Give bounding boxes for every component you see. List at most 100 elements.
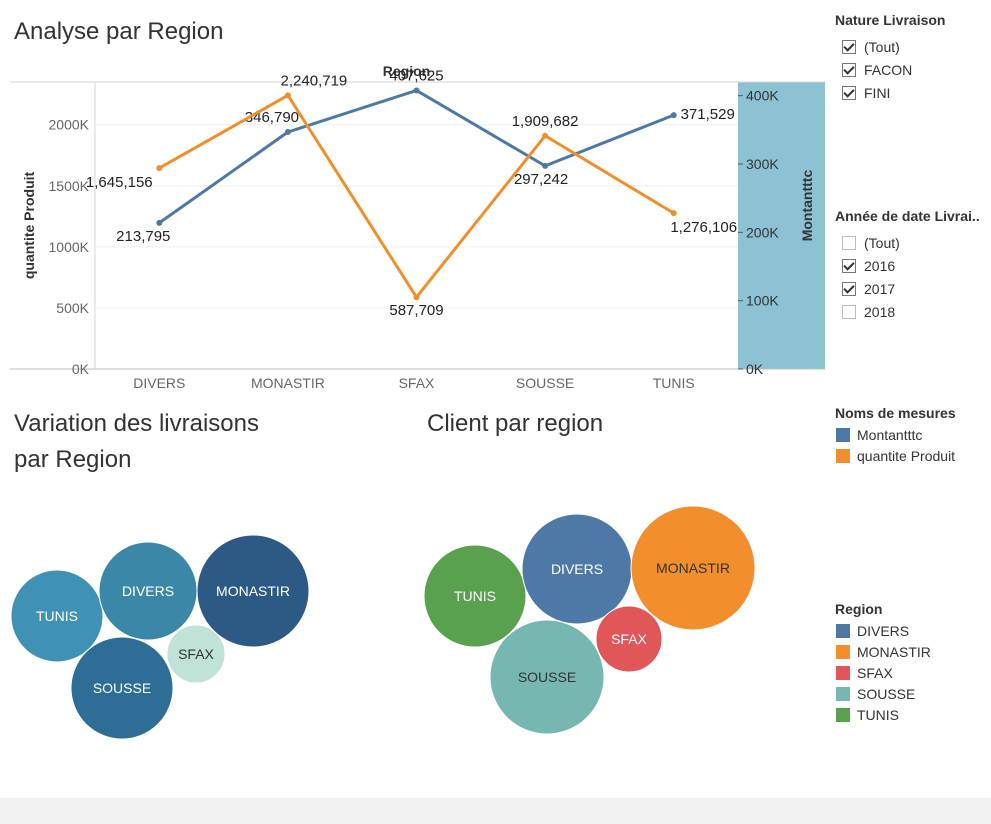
data-label: 346,790 [245,109,299,126]
data-point [542,132,549,139]
line-chart: 0K 500K 1000K 1500K 2000K 0K 100K 200K 300K 400K q… [10,63,825,391]
annee-filter-item[interactable]: 2017 [842,279,895,299]
checkbox-icon[interactable] [842,63,856,77]
checkbox-icon[interactable] [842,305,856,319]
legend-swatch [836,708,850,722]
legend-swatch [836,449,850,463]
checkbox-icon[interactable] [842,236,856,250]
footer-bar [0,798,991,824]
bubble-label: DIVERS [551,561,603,577]
legend-item-divers[interactable]: DIVERS [836,622,909,640]
annee-filter-label: 2018 [864,304,896,320]
legend-item-sousse[interactable]: SOUSSE [836,685,915,703]
category-label: SFAX [399,375,435,391]
legend-label: quantite Produit [857,448,956,464]
legend-item-sfax[interactable]: SFAX [836,664,893,682]
checkbox-icon[interactable] [842,40,856,54]
bubble-label: SFAX [611,631,647,647]
bubble-sfax [166,624,226,684]
legend-label: Montantttc [857,427,923,443]
legend-swatch [836,645,850,659]
right-tick-label: 200K [746,224,779,240]
client-bubble-chart: TUNIS DIVERS MONASTIR SFAX SOUSSE [423,505,756,735]
bubble-sfax [595,605,663,673]
data-point [284,92,291,99]
x-axis-title: Region [383,63,430,79]
annee-filter-label: (Tout) [864,235,900,251]
left-tick-label: 1000K [49,239,90,255]
left-tick-label: 2000K [49,117,90,133]
bubble-label: SOUSSE [93,680,151,696]
legend-item-tunis[interactable]: TUNIS [836,706,899,724]
left-tick-label: 500K [56,300,89,316]
legend-label: DIVERS [857,623,910,639]
checkbox-icon[interactable] [842,86,856,100]
variation-title-line2: par Region [14,446,132,473]
data-point [413,87,420,94]
bubble-label: TUNIS [36,608,78,624]
data-point [542,162,549,169]
bubble-sousse [489,619,605,735]
left-tick-label: 1500K [49,178,90,194]
bubble-monastir [196,534,310,648]
right-tick-label: 100K [746,293,779,309]
data-point [413,294,420,301]
category-label: MONASTIR [251,375,325,391]
annee-filter-item[interactable]: (Tout) [842,233,900,253]
page-title: Analyse par Region [14,18,224,45]
bubble-label: SOUSSE [518,669,576,685]
data-label: 1,645,156 [86,174,153,191]
nature-filter-label: FACON [864,62,913,78]
data-label: 371,529 [681,106,735,123]
nature-filter-item[interactable]: FINI [842,83,890,103]
region-legend-title: Region [835,601,883,617]
legend-label: SOUSSE [857,686,916,702]
checkbox-icon[interactable] [842,282,856,296]
category-label: TUNIS [653,375,695,391]
data-label: 297,242 [514,171,568,188]
bubble-label: MONASTIR [656,560,730,576]
data-label: 587,709 [389,302,443,319]
annee-filter-title: Année de date Livrai.. [835,208,980,224]
data-point [670,112,677,119]
left-tick-label: 0K [72,361,90,377]
data-point [670,210,677,217]
legend-label: MONASTIR [857,644,931,660]
data-label: 1,276,106 [670,219,737,236]
nature-filter-label: FINI [864,85,891,101]
legend-item-monastir[interactable]: MONASTIR [836,643,931,661]
annee-filter-item[interactable]: 2016 [842,256,895,276]
data-label: 213,795 [116,228,170,245]
nature-filter-item[interactable]: FACON [842,60,912,80]
series-line [158,93,675,299]
annee-filter-item[interactable]: 2018 [842,302,895,322]
client-title: Client par region [427,410,604,437]
right-tick-label: 300K [746,156,779,172]
left-axis-title: quantite Produit [21,172,37,280]
measures-legend-title: Noms de mesures [835,405,956,421]
checkbox-icon[interactable] [842,259,856,273]
legend-label: SFAX [857,665,893,681]
category-label: SOUSSE [516,375,574,391]
annee-filter-label: 2016 [864,258,896,274]
bubble-monastir [630,505,756,631]
data-label: 1,909,682 [512,113,579,130]
legend-item-quantite[interactable]: quantite Produit [836,447,955,465]
bubble-label: DIVERS [122,583,174,599]
data-label: 2,240,719 [281,72,348,89]
variation-bubble-chart: TUNIS DIVERS MONASTIR SFAX SOUSSE [10,534,310,740]
right-axis-band [738,82,825,369]
bubble-sousse [70,636,174,740]
data-point [156,219,163,226]
bubble-label: SFAX [178,646,214,662]
legend-swatch [836,687,850,701]
right-tick-label: 400K [746,88,779,104]
nature-filter-item[interactable]: (Tout) [842,37,900,57]
data-point [284,129,291,136]
data-label: 407,625 [389,67,443,84]
series-line [158,88,675,225]
nature-filter-title: Nature Livraison [835,12,946,28]
legend-label: TUNIS [857,707,899,723]
bubble-label: MONASTIR [216,583,290,599]
legend-item-montantttc[interactable]: Montantttc [836,426,922,444]
